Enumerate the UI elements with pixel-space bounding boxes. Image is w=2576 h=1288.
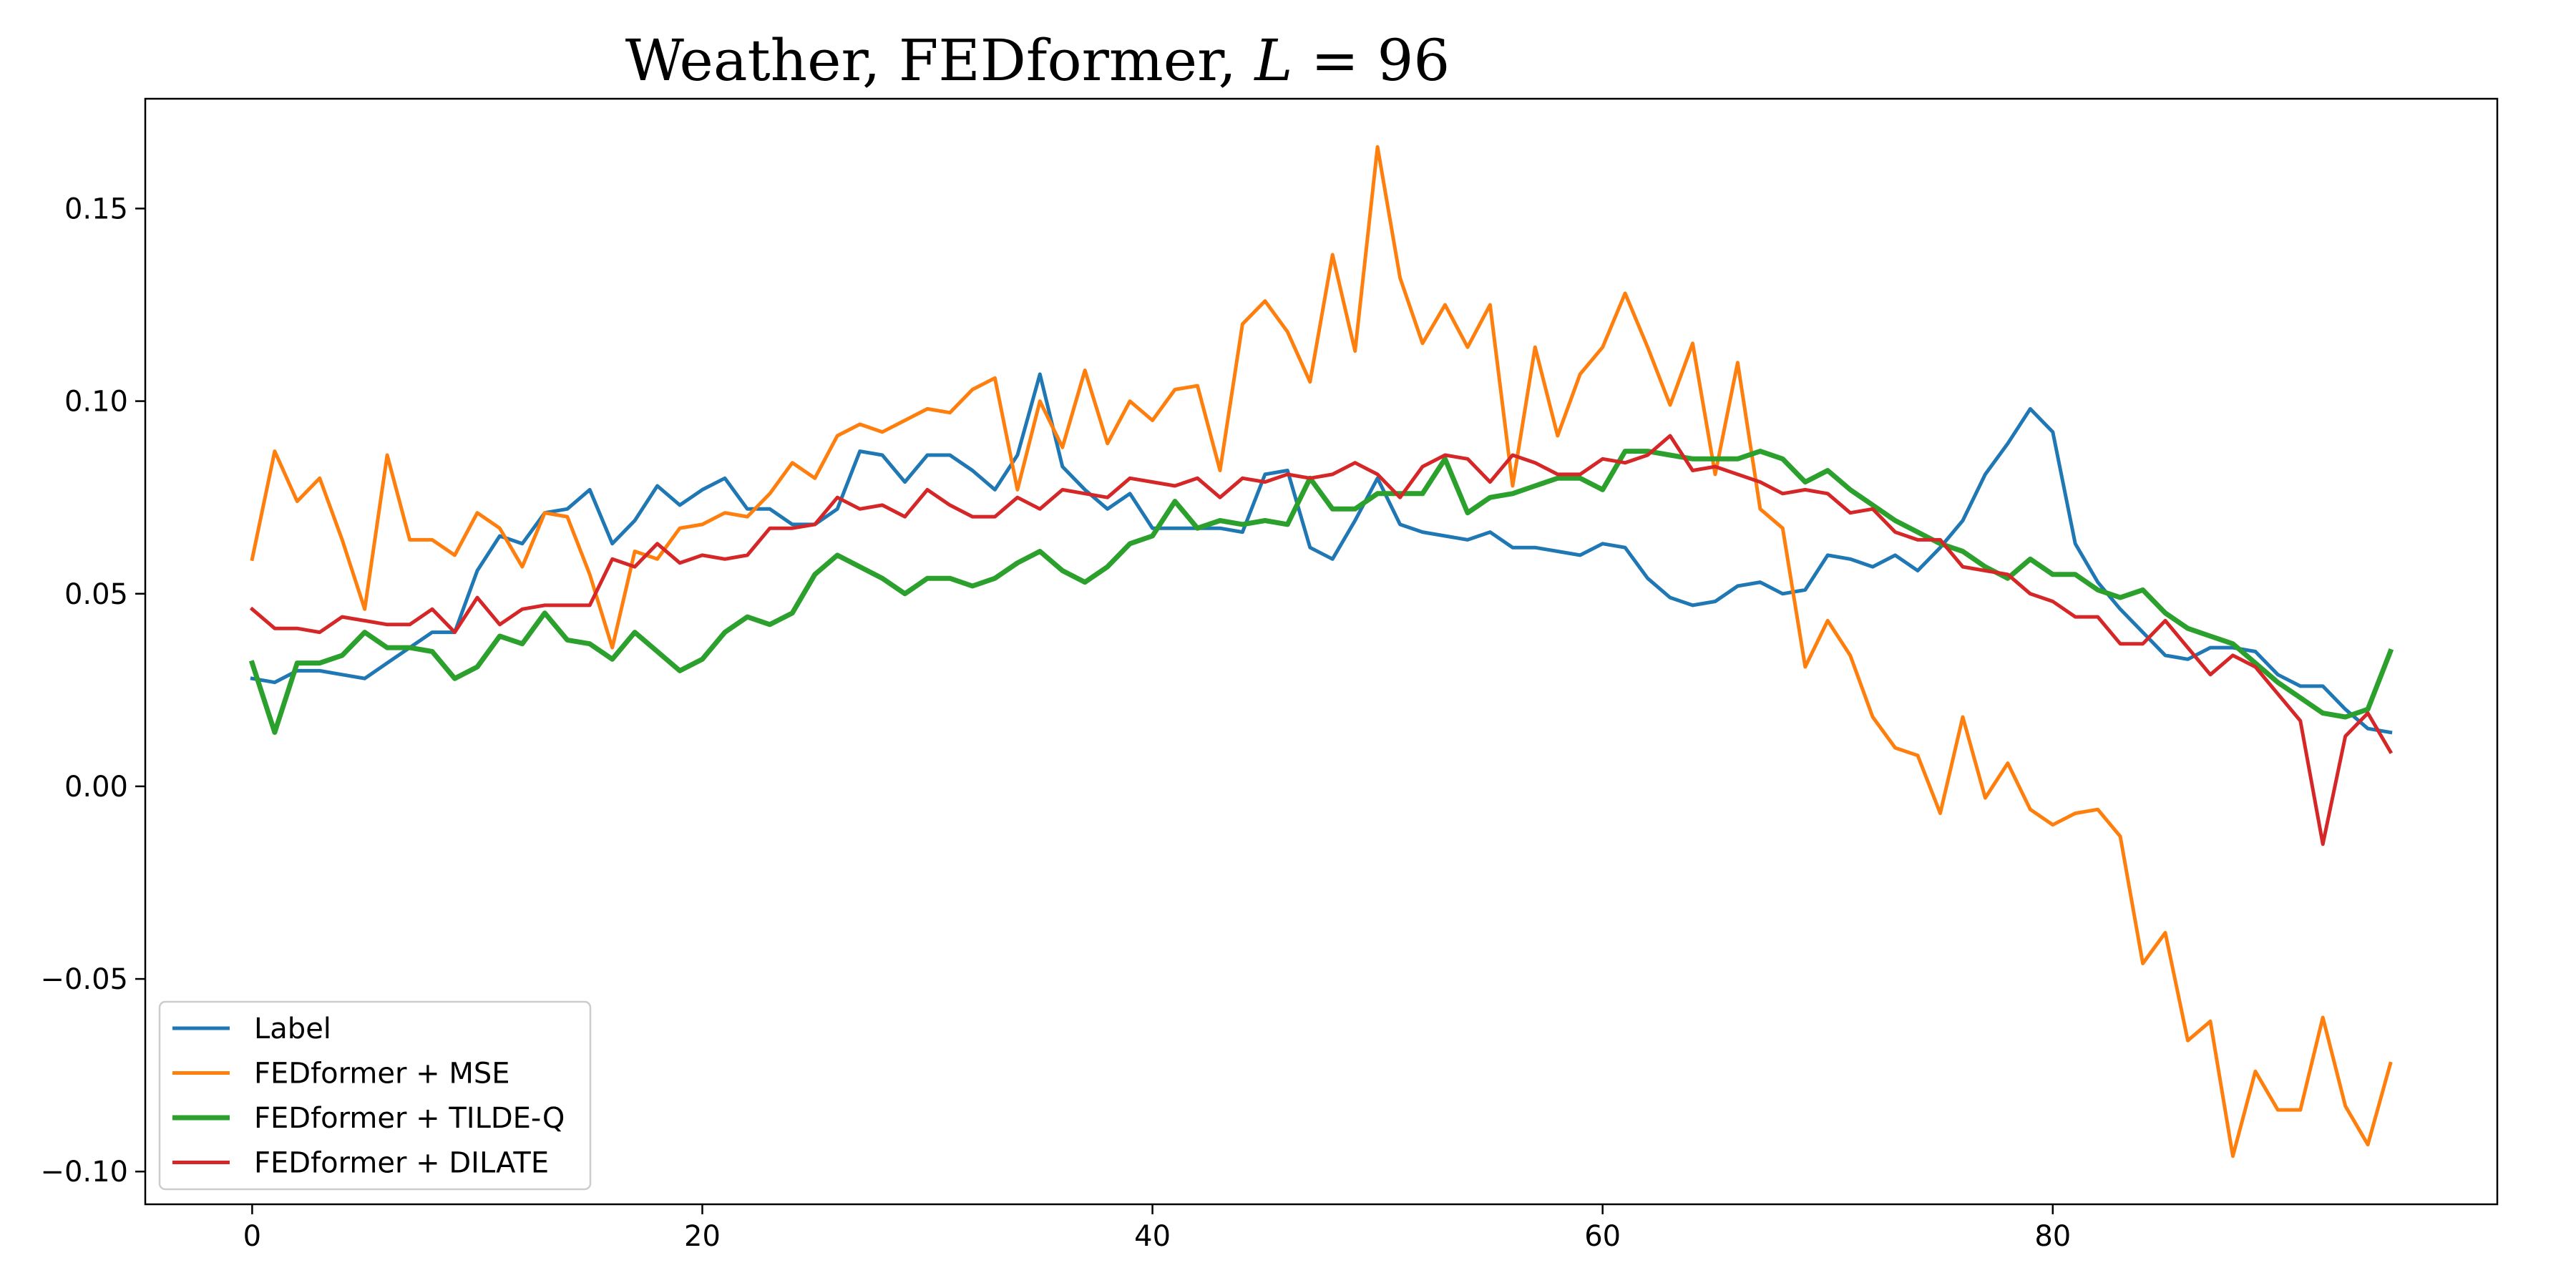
legend-label: FEDformer + TILDE-Q — [254, 1102, 565, 1135]
series-line-fedformer-mse — [250, 145, 2393, 1158]
x-tick-label: 0 — [243, 1220, 261, 1253]
title-part-1: Weather, FEDformer, — [625, 27, 1255, 94]
legend-label: FEDformer + DILATE — [254, 1147, 549, 1180]
legend-box — [158, 1000, 592, 1191]
y-tick-label: 0.15 — [64, 192, 128, 225]
legend: Label FEDformer + MSE FEDformer + TILDE-Q F… — [158, 1000, 592, 1191]
y-tick-label: 0.00 — [64, 771, 128, 804]
series-line-fedformer-dilate — [249, 434, 2394, 847]
x-tick-label: 60 — [1584, 1220, 1621, 1253]
legend-label: Label — [254, 1013, 331, 1045]
chart-title: Weather, FEDformer, L = 96 — [625, 27, 1450, 94]
y-tick-label: −0.05 — [40, 963, 128, 996]
axis-layer: 0 20 40 60 80 −0.10 −0.05 0.00 0.05 0.10 0.15 — [40, 97, 2499, 1253]
series-line-label — [250, 372, 2393, 735]
y-tick-label: −0.10 — [40, 1156, 128, 1189]
x-tick-label: 40 — [1134, 1220, 1171, 1253]
series-line-fedformer-tilde-q — [248, 449, 2394, 735]
legend-label: FEDformer + MSE — [254, 1058, 510, 1091]
plot-frame — [144, 97, 2499, 1206]
title-variable-l: L — [1253, 27, 1292, 94]
title-part-3: = 96 — [1293, 27, 1450, 94]
x-tick-label: 20 — [684, 1220, 721, 1253]
series-layer — [248, 145, 2394, 1158]
y-tick-label: 0.10 — [64, 386, 128, 419]
x-tick-label: 80 — [2034, 1220, 2071, 1253]
y-tick-label: 0.05 — [64, 578, 128, 611]
